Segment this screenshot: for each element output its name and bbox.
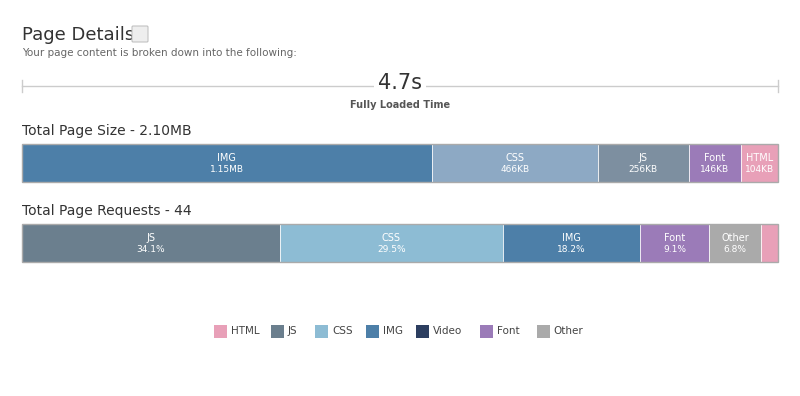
FancyBboxPatch shape <box>641 224 710 262</box>
Text: Font: Font <box>664 233 686 243</box>
FancyBboxPatch shape <box>537 324 550 337</box>
Text: CSS: CSS <box>506 153 524 163</box>
FancyBboxPatch shape <box>432 144 598 182</box>
Text: JS: JS <box>146 233 155 243</box>
Text: Fully Loaded Time: Fully Loaded Time <box>350 100 450 110</box>
Text: 1.15MB: 1.15MB <box>210 164 244 173</box>
FancyBboxPatch shape <box>503 224 641 262</box>
FancyBboxPatch shape <box>598 144 689 182</box>
FancyBboxPatch shape <box>280 224 503 262</box>
Text: 4.7s: 4.7s <box>378 73 422 93</box>
Text: HTML: HTML <box>231 326 260 336</box>
FancyBboxPatch shape <box>366 324 378 337</box>
Text: 29.5%: 29.5% <box>377 244 406 253</box>
Text: 34.1%: 34.1% <box>137 244 166 253</box>
Text: 466KB: 466KB <box>500 164 530 173</box>
FancyBboxPatch shape <box>271 324 284 337</box>
Text: Page Details: Page Details <box>22 26 134 44</box>
FancyBboxPatch shape <box>132 26 148 42</box>
Text: Font: Font <box>497 326 519 336</box>
Text: IMG: IMG <box>562 233 581 243</box>
Text: JS: JS <box>639 153 648 163</box>
FancyBboxPatch shape <box>214 324 227 337</box>
Text: CSS: CSS <box>382 233 401 243</box>
Text: 9.1%: 9.1% <box>663 244 686 253</box>
Text: IMG: IMG <box>382 326 402 336</box>
Text: Other: Other <box>721 233 749 243</box>
Text: JS: JS <box>288 326 298 336</box>
Text: 18.2%: 18.2% <box>558 244 586 253</box>
Text: Other: Other <box>554 326 583 336</box>
Text: Font: Font <box>704 153 726 163</box>
Text: CSS: CSS <box>332 326 353 336</box>
FancyBboxPatch shape <box>315 324 328 337</box>
Text: 6.8%: 6.8% <box>723 244 746 253</box>
Text: IMG: IMG <box>218 153 236 163</box>
Text: Your page content is broken down into the following:: Your page content is broken down into th… <box>22 48 297 58</box>
FancyBboxPatch shape <box>741 144 778 182</box>
Text: Total Page Size - 2.10MB: Total Page Size - 2.10MB <box>22 124 192 138</box>
FancyBboxPatch shape <box>710 224 761 262</box>
FancyBboxPatch shape <box>761 224 778 262</box>
FancyBboxPatch shape <box>22 224 280 262</box>
Text: ?: ? <box>138 29 142 38</box>
Text: 146KB: 146KB <box>700 164 730 173</box>
Text: Video: Video <box>433 326 462 336</box>
FancyBboxPatch shape <box>479 324 493 337</box>
FancyBboxPatch shape <box>22 144 432 182</box>
Text: Total Page Requests - 44: Total Page Requests - 44 <box>22 204 192 218</box>
Text: 256KB: 256KB <box>629 164 658 173</box>
FancyBboxPatch shape <box>689 144 741 182</box>
FancyBboxPatch shape <box>416 324 429 337</box>
Text: HTML: HTML <box>746 153 773 163</box>
Text: 104KB: 104KB <box>745 164 774 173</box>
